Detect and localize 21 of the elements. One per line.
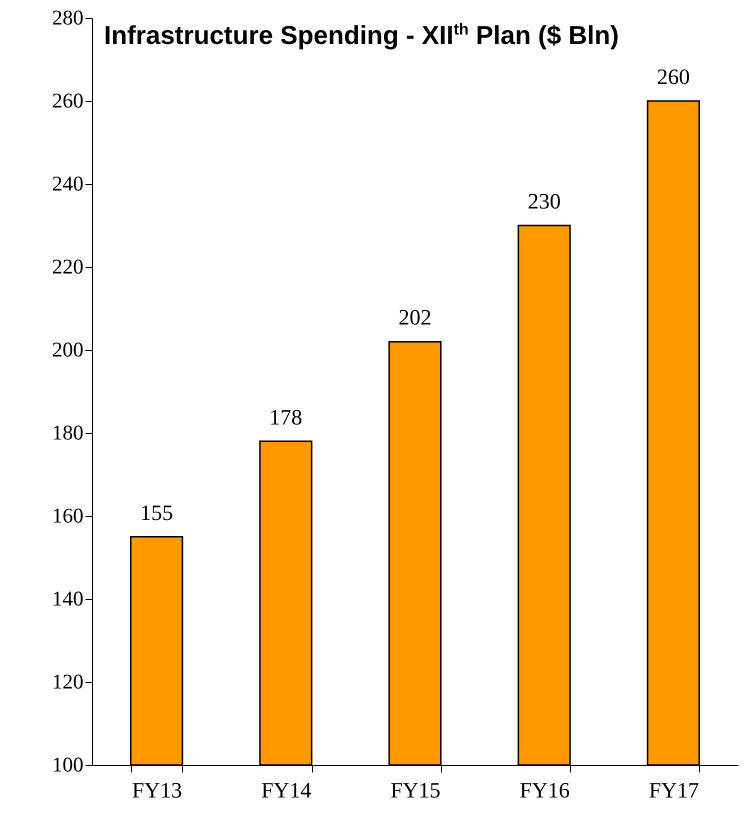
y-tick-label: 260 bbox=[52, 88, 84, 112]
x-tick-label: FY13 bbox=[132, 778, 182, 802]
y-tick-label: 280 bbox=[52, 6, 84, 30]
data-label: 155 bbox=[140, 500, 174, 525]
x-tick-label: FY15 bbox=[390, 778, 441, 802]
data-label: 178 bbox=[269, 404, 302, 430]
y-tick-label: 120 bbox=[52, 670, 84, 694]
y-tick-label: 180 bbox=[52, 420, 84, 444]
y-tick-label: 220 bbox=[52, 254, 84, 278]
data-label: 260 bbox=[656, 64, 690, 89]
y-tick-label: 200 bbox=[52, 338, 84, 362]
y-tick-label: 160 bbox=[52, 504, 84, 528]
x-tick-label: FY17 bbox=[648, 778, 699, 802]
y-tick-label: 140 bbox=[52, 586, 84, 610]
data-label: 202 bbox=[398, 304, 432, 330]
y-tick-label: 100 bbox=[52, 752, 84, 776]
data-label: 230 bbox=[528, 188, 561, 214]
y-tick-label: 240 bbox=[52, 172, 84, 196]
x-tick-label: FY16 bbox=[520, 778, 570, 802]
x-tick-label: FY14 bbox=[261, 778, 312, 802]
chart-title: Infrastructure Spending - XII$^{th}$ Plan ($ Bln) bbox=[104, 20, 619, 51]
